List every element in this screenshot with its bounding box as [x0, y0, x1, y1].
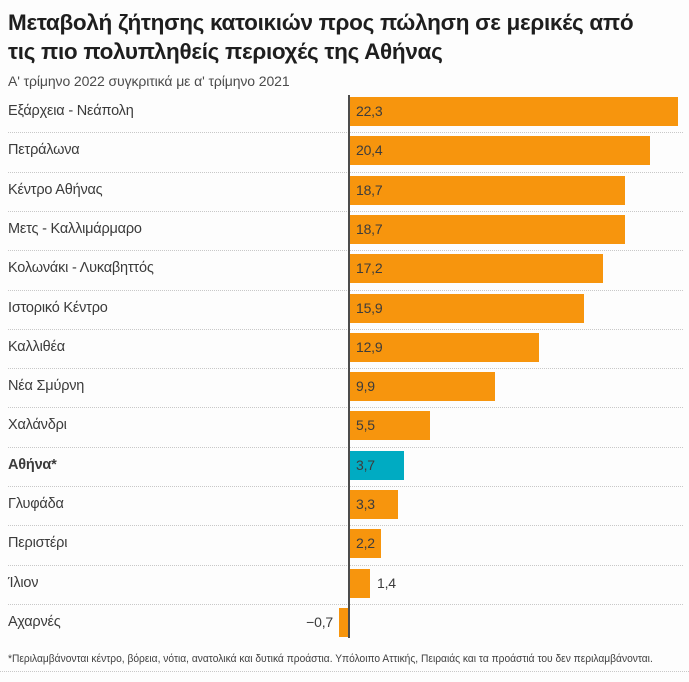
chart-row: Ιστορικό Κέντρο 15,9	[8, 291, 683, 330]
value-label: 18,7	[356, 220, 383, 237]
value-label: 20,4	[356, 142, 383, 159]
bar: 22,3	[349, 97, 678, 127]
page-title: Μεταβολή ζήτησης κατοικιών προς πώληση σ…	[8, 8, 681, 66]
chart-row: Κολωνάκι - Λυκαβηττός 17,2	[8, 251, 683, 291]
bar-chart: Εξάρχεια - Νεάπολη 22,3 Πετράλωνα 20,4 Κ…	[0, 94, 689, 644]
value-label: 3,7	[356, 456, 375, 473]
category-label: Πετράλωνα	[8, 142, 80, 159]
category-label: Περιστέρι	[8, 535, 68, 552]
value-label: 9,9	[356, 378, 375, 395]
value-label: 3,3	[356, 496, 375, 512]
category-label: Αθήνα*	[8, 456, 57, 473]
chart-subtitle: Α' τρίμηνο 2022 συγκριτικά με α' τρίμηνο…	[8, 73, 290, 90]
chart-row: Καλλιθέα 12,9	[8, 330, 683, 370]
chart-row: Περιστέρι 2,2	[8, 526, 683, 566]
bar: 17,2	[349, 254, 603, 284]
chart-row: Κέντρο Αθήνας 18,7	[8, 173, 683, 212]
chart-row: Αθήνα* 3,7	[8, 448, 683, 487]
category-label: Γλυφάδα	[8, 496, 64, 512]
page-title-line1: Μεταβολή ζήτησης κατοικιών προς πώληση σ…	[8, 10, 634, 35]
bar: −0,7	[306, 607, 349, 637]
chart-row: Χαλάνδρι 5,5	[8, 408, 683, 448]
value-label: 15,9	[356, 299, 383, 316]
chart-row: Γλυφάδα 3,3	[8, 487, 683, 527]
chart-row: Πετράλωνα 20,4	[8, 133, 683, 173]
bar: 2,2	[349, 529, 381, 559]
bar: 1,4	[349, 568, 396, 598]
footnote: *Περιλαμβάνονται κέντρο, βόρεια, νότια, …	[8, 653, 653, 666]
value-label: 2,2	[356, 535, 375, 552]
chart-row: Νέα Σμύρνη 9,9	[8, 369, 683, 409]
category-label: Νέα Σμύρνη	[8, 378, 85, 395]
category-label: Ίλιον	[8, 574, 39, 591]
bar: 18,7	[349, 175, 625, 205]
category-label: Εξάρχεια - Νεάπολη	[8, 103, 134, 120]
bar: 5,5	[349, 411, 430, 441]
zero-axis-line	[348, 95, 350, 639]
value-label: −0,7	[306, 613, 333, 630]
value-label: 17,2	[356, 260, 383, 277]
value-label: 5,5	[356, 417, 375, 434]
category-label: Χαλάνδρι	[8, 417, 67, 434]
bar: 20,4	[349, 136, 650, 166]
chart-row: Αχαρνές −0,7	[8, 605, 683, 644]
value-label: 18,7	[356, 181, 383, 198]
chart-row: Ίλιον 1,4	[8, 566, 683, 605]
bar: 9,9	[349, 372, 495, 402]
category-label: Ιστορικό Κέντρο	[8, 299, 108, 316]
bar: 15,9	[349, 293, 584, 323]
page-title-line2: τις πιο πολυπληθείς περιοχές της Αθήνας	[8, 39, 443, 65]
bottom-divider	[0, 671, 689, 673]
bar: 12,9	[349, 332, 539, 362]
bar: 18,7	[349, 214, 625, 244]
category-label: Κέντρο Αθήνας	[8, 181, 103, 198]
category-label: Κολωνάκι - Λυκαβηττός	[8, 260, 154, 277]
value-label: 22,3	[356, 103, 383, 120]
bar: 3,3	[349, 490, 398, 519]
category-label: Αχαρνές	[8, 613, 61, 630]
category-label: Καλλιθέα	[8, 338, 65, 355]
chart-row: Εξάρχεια - Νεάπολη 22,3	[8, 94, 683, 134]
value-label: 12,9	[356, 338, 383, 355]
value-label: 1,4	[377, 574, 396, 591]
category-label: Μετς - Καλλιμάρμαρο	[8, 220, 142, 237]
bar: 3,7	[349, 450, 404, 480]
chart-row: Μετς - Καλλιμάρμαρο 18,7	[8, 212, 683, 252]
